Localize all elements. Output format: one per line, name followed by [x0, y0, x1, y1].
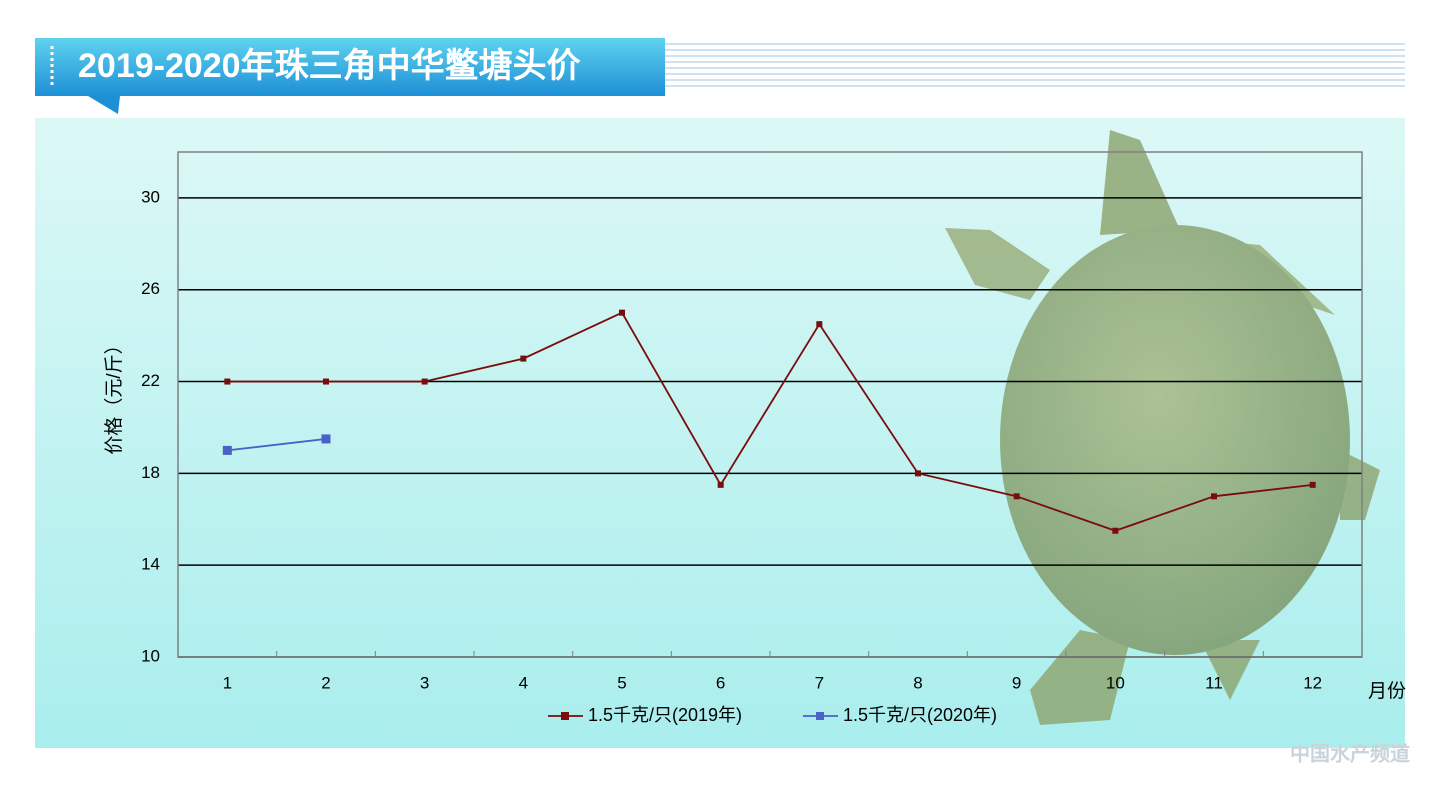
- y-tick-label: 10: [141, 646, 160, 665]
- point-marker: [224, 378, 231, 385]
- point-marker: [619, 309, 625, 316]
- x-tick-label: 2: [321, 673, 330, 692]
- legend-marker: [561, 712, 569, 720]
- point-marker: [323, 378, 329, 385]
- y-tick-label: 18: [141, 463, 160, 482]
- x-tick-label: 4: [519, 673, 528, 692]
- chart-title: 2019-2020年珠三角中华鳖塘头价: [78, 47, 581, 85]
- header-stripes: [665, 43, 1405, 87]
- watermark: 中国水产频道: [1290, 741, 1410, 765]
- title-banner: [35, 38, 665, 96]
- legend-marker: [816, 712, 824, 720]
- y-tick-label: 26: [141, 279, 160, 298]
- x-tick-label: 6: [716, 673, 725, 692]
- x-tick-label: 8: [913, 673, 922, 692]
- point-marker: [222, 445, 232, 455]
- legend-label: 1.5千克/只(2019年): [588, 705, 742, 725]
- point-marker: [1013, 493, 1020, 500]
- x-tick-label: 10: [1106, 673, 1125, 692]
- point-marker: [1112, 527, 1119, 534]
- legend-label: 1.5千克/只(2020年): [843, 705, 997, 725]
- y-tick-label: 30: [141, 187, 160, 206]
- x-tick-label: 9: [1012, 673, 1021, 692]
- point-marker: [421, 378, 428, 385]
- series-line: [227, 311, 1313, 532]
- point-marker: [915, 470, 921, 477]
- y-tick-label: 14: [141, 555, 160, 574]
- series-line: [227, 438, 327, 452]
- point-marker: [816, 321, 823, 328]
- y-tick-label: 22: [141, 371, 160, 390]
- point-marker: [717, 481, 724, 488]
- point-marker: [520, 355, 527, 362]
- point-marker: [1309, 481, 1316, 488]
- x-tick-label: 11: [1205, 673, 1223, 692]
- turtle-image: [945, 130, 1380, 725]
- point-marker: [321, 434, 331, 444]
- point-marker: [1211, 493, 1217, 500]
- x-axis-label: 月份: [1368, 680, 1406, 702]
- x-tick-label: 1: [223, 673, 232, 692]
- y-axis-label: 价格（元/斤）: [103, 335, 125, 454]
- x-tick-label: 5: [617, 673, 626, 692]
- x-tick-label: 12: [1303, 673, 1322, 692]
- banner-tail: [88, 96, 120, 114]
- plot-border: [177, 151, 1363, 658]
- x-tick-label: 7: [815, 673, 824, 692]
- x-tick-label: 3: [420, 673, 429, 692]
